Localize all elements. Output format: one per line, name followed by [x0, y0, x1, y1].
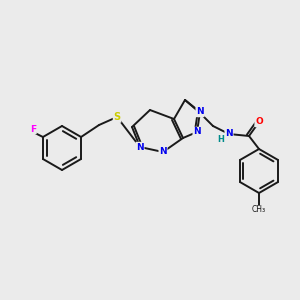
- Text: N: N: [159, 148, 167, 157]
- Text: H: H: [218, 134, 224, 143]
- Text: N: N: [136, 142, 144, 152]
- Text: N: N: [196, 107, 204, 116]
- Text: N: N: [193, 128, 201, 136]
- Text: O: O: [255, 118, 263, 127]
- Text: S: S: [113, 112, 121, 122]
- Text: CH₃: CH₃: [252, 206, 266, 214]
- Text: N: N: [225, 130, 233, 139]
- Text: F: F: [30, 124, 36, 134]
